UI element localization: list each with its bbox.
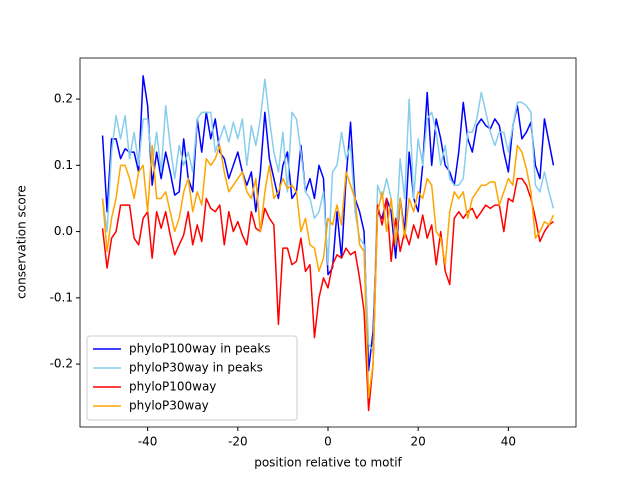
y-tick-label: 0.1: [54, 158, 73, 172]
y-tick-label: 0.2: [54, 92, 73, 106]
y-tick-label: 0.0: [54, 224, 73, 238]
x-tick-label: 20: [411, 435, 426, 449]
x-axis-label: position relative to motif: [254, 456, 402, 470]
legend-label: phyloP30way: [129, 399, 209, 413]
legend-label: phyloP100way: [129, 380, 216, 394]
legend-label: phyloP30way in peaks: [129, 361, 263, 375]
series-line: [101, 75, 555, 372]
y-tick-label: -0.1: [50, 290, 73, 304]
legend-label: phyloP100way in peaks: [129, 342, 271, 356]
series-line: [101, 177, 554, 412]
x-tick-label: 40: [501, 435, 516, 449]
legend-box: [86, 335, 298, 421]
x-tick-label: -40: [138, 435, 158, 449]
plot-frame: [79, 57, 577, 428]
series-line: [101, 78, 555, 352]
x-tick-label: 0: [324, 435, 332, 449]
x-tick-label: -20: [228, 435, 248, 449]
y-tick-label: -0.2: [50, 357, 73, 371]
y-axis-label: conservation score: [15, 185, 29, 299]
series-line: [101, 144, 555, 398]
